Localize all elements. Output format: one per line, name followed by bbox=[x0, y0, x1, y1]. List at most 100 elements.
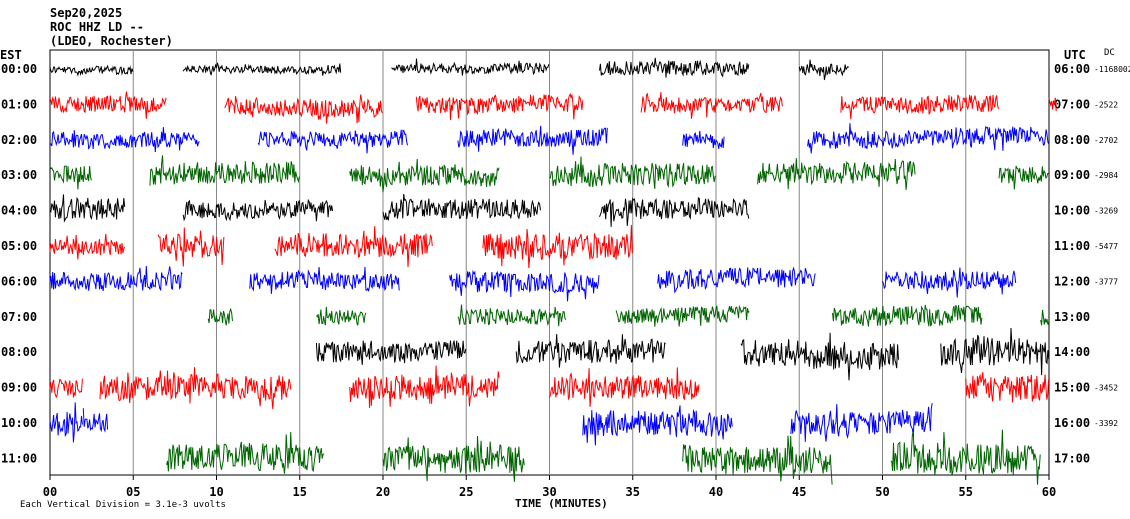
trace-segment bbox=[382, 435, 525, 482]
est-hour-label: 09:00 bbox=[1, 381, 37, 395]
trace-segment bbox=[657, 266, 816, 294]
trace-segment bbox=[757, 158, 916, 190]
x-tick-label: 60 bbox=[1042, 485, 1056, 499]
trace-segment bbox=[207, 307, 233, 326]
trace-segment bbox=[840, 94, 999, 120]
utc-hour-label: 07:00 bbox=[1054, 97, 1090, 111]
x-tick-label: 30 bbox=[542, 485, 556, 499]
trace-segment bbox=[249, 266, 400, 294]
x-tick-label: 25 bbox=[459, 485, 473, 499]
trace-segment bbox=[832, 304, 983, 327]
trace-segment bbox=[965, 372, 1050, 403]
est-hour-label: 03:00 bbox=[1, 168, 37, 182]
x-tick-label: 15 bbox=[293, 485, 307, 499]
trace-segment bbox=[182, 198, 334, 222]
est-hour-label: 01:00 bbox=[1, 97, 37, 111]
utc-hour-label: 16:00 bbox=[1054, 416, 1090, 430]
est-hour-label: 11:00 bbox=[1, 451, 37, 465]
utc-hour-label: 10:00 bbox=[1054, 204, 1090, 218]
trace-segment bbox=[157, 227, 225, 267]
trace-segment bbox=[807, 123, 1050, 154]
trace-segment bbox=[166, 431, 325, 474]
est-hour-label: 08:00 bbox=[1, 345, 37, 359]
trace-segment bbox=[482, 224, 633, 269]
trace-segment bbox=[449, 269, 600, 302]
dc-offset-label: -1168002 bbox=[1094, 65, 1130, 74]
x-tick-label: 20 bbox=[376, 485, 390, 499]
est-hour-label: 02:00 bbox=[1, 133, 37, 147]
trace-segment bbox=[349, 158, 500, 193]
trace-segment bbox=[1040, 309, 1050, 326]
trace-segment bbox=[740, 332, 899, 381]
header-network: (LDEO, Rochester) bbox=[50, 34, 173, 48]
trace-segment bbox=[49, 194, 126, 223]
dc-offset-label: -2984 bbox=[1094, 171, 1118, 180]
utc-hour-label: 14:00 bbox=[1054, 345, 1090, 359]
trace-segment bbox=[940, 327, 1050, 376]
trace-segment bbox=[549, 367, 700, 407]
trace-segment bbox=[49, 265, 183, 292]
trace-segment bbox=[224, 94, 383, 124]
trace-segment bbox=[49, 165, 92, 190]
x-axis-title: TIME (MINUTES) bbox=[515, 497, 608, 510]
trace-segment bbox=[457, 304, 567, 327]
trace-segment bbox=[582, 405, 733, 446]
utc-hour-label: 13:00 bbox=[1054, 310, 1090, 324]
trace-segment bbox=[549, 156, 716, 189]
utc-hour-label: 06:00 bbox=[1054, 62, 1090, 76]
trace-segment bbox=[49, 64, 134, 77]
est-hour-label: 10:00 bbox=[1, 416, 37, 430]
trace-segment bbox=[49, 234, 126, 260]
utc-hour-label: 09:00 bbox=[1054, 168, 1090, 182]
dc-offset-label: -5477 bbox=[1094, 242, 1118, 251]
trace-segment bbox=[391, 58, 550, 76]
dc-offset-label: -3777 bbox=[1094, 277, 1118, 286]
x-tick-label: 50 bbox=[875, 485, 889, 499]
est-hour-label: 06:00 bbox=[1, 274, 37, 288]
trace-segment bbox=[182, 62, 342, 76]
trace-segment bbox=[890, 429, 1041, 485]
est-hour-label: 07:00 bbox=[1, 310, 37, 324]
dc-offset-label: -3392 bbox=[1094, 419, 1118, 428]
trace-segment bbox=[257, 129, 408, 154]
scale-note: Each Vertical Division = 3.1e-3 uvolts bbox=[20, 500, 226, 510]
x-tick-label: 00 bbox=[43, 485, 57, 499]
trace-segment bbox=[790, 403, 933, 442]
trace-segment bbox=[315, 306, 367, 326]
header-station: ROC HHZ LD -- bbox=[50, 20, 144, 34]
est-hour-label: 00:00 bbox=[1, 62, 37, 76]
x-tick-label: 40 bbox=[709, 485, 723, 499]
dc-header-label: DC bbox=[1104, 48, 1115, 58]
trace-segment bbox=[798, 59, 850, 81]
dc-offset-label: -3452 bbox=[1094, 384, 1118, 393]
trace-segment bbox=[457, 125, 608, 155]
est-hour-label: 04:00 bbox=[1, 204, 37, 218]
trace-segment bbox=[599, 57, 750, 78]
utc-hour-label: 12:00 bbox=[1054, 274, 1090, 288]
trace-segment bbox=[1048, 97, 1057, 112]
header-date: Sep20,2025 bbox=[50, 6, 123, 20]
x-tick-label: 10 bbox=[209, 485, 223, 499]
left-timezone-label: EST bbox=[0, 48, 22, 62]
x-tick-label: 55 bbox=[959, 485, 973, 499]
utc-hour-label: 11:00 bbox=[1054, 239, 1090, 253]
dc-offset-label: -2522 bbox=[1094, 100, 1118, 109]
trace-segment bbox=[49, 127, 200, 152]
trace-segment bbox=[49, 402, 83, 443]
x-tick-label: 05 bbox=[126, 485, 140, 499]
x-tick-label: 45 bbox=[792, 485, 806, 499]
utc-hour-label: 15:00 bbox=[1054, 381, 1090, 395]
est-hour-label: 05:00 bbox=[1, 239, 37, 253]
trace-segment bbox=[349, 365, 500, 408]
trace-segment bbox=[998, 165, 1049, 190]
trace-segment bbox=[274, 226, 433, 268]
trace-segment bbox=[49, 378, 83, 399]
utc-hour-label: 17:00 bbox=[1054, 451, 1090, 465]
dc-offset-label: -3269 bbox=[1094, 207, 1118, 216]
trace-segment bbox=[382, 193, 541, 221]
trace-segment bbox=[599, 197, 750, 227]
trace-segment bbox=[315, 340, 467, 365]
trace-segment bbox=[640, 92, 783, 119]
trace-segment bbox=[82, 408, 109, 433]
